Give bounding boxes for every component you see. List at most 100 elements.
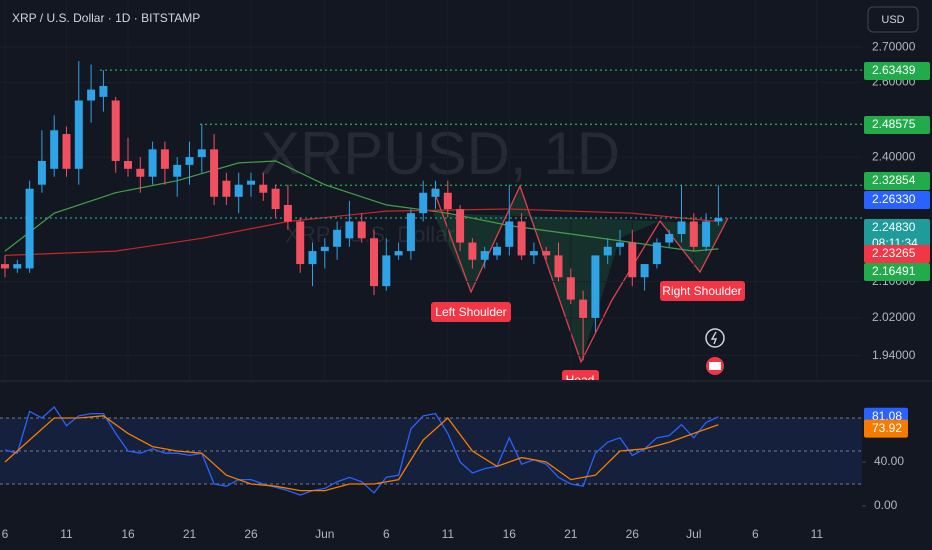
rsi-band bbox=[0, 417, 862, 485]
candle-body bbox=[529, 251, 538, 256]
price-label: 2.26330 bbox=[872, 192, 916, 206]
y-tick-label: 2.02000 bbox=[872, 310, 916, 324]
x-tick-label: 16 bbox=[503, 527, 517, 541]
rsi-line bbox=[4, 415, 719, 492]
rsi-pane bbox=[0, 406, 862, 496]
candle-body bbox=[554, 255, 563, 278]
candle-body bbox=[382, 255, 391, 287]
candle-body bbox=[124, 160, 132, 169]
x-tick-label: 6 bbox=[752, 527, 759, 541]
candle-body bbox=[480, 251, 489, 260]
price-label-box bbox=[864, 219, 930, 253]
candle-body bbox=[99, 85, 108, 97]
annotation: Left Shoulder bbox=[435, 305, 506, 319]
candle-body bbox=[579, 299, 588, 318]
candle-body bbox=[50, 130, 59, 169]
value-label: 73.92 bbox=[872, 421, 902, 435]
price-label: 2.23265 bbox=[872, 246, 916, 260]
candle-body bbox=[333, 229, 342, 247]
x-tick-label: 11 bbox=[442, 527, 455, 541]
candle-body bbox=[689, 221, 698, 247]
event-icon-bolt bbox=[710, 331, 718, 345]
candle-body bbox=[394, 251, 403, 256]
candle-body bbox=[234, 184, 243, 197]
price-label-box bbox=[864, 116, 930, 134]
candle-body bbox=[210, 149, 219, 197]
candle-body bbox=[652, 242, 661, 265]
candle-body bbox=[197, 149, 206, 158]
candle-body bbox=[308, 251, 317, 265]
candle-body bbox=[357, 221, 366, 239]
candle-body bbox=[320, 246, 329, 252]
candle-body bbox=[505, 221, 514, 247]
candle-body bbox=[1, 264, 9, 269]
x-tick-label: 11 bbox=[60, 527, 73, 541]
currency-button[interactable] bbox=[867, 6, 919, 33]
candle-body bbox=[62, 134, 71, 169]
candle-body bbox=[714, 218, 723, 222]
x-tick-label: 6 bbox=[383, 527, 390, 541]
annotation-box bbox=[562, 370, 599, 380]
event-icon[interactable] bbox=[705, 328, 725, 348]
candle-body bbox=[702, 221, 711, 247]
candle-body bbox=[406, 213, 415, 252]
price-label: 2.48575 bbox=[872, 117, 916, 131]
x-tick-label: 21 bbox=[183, 527, 197, 541]
moving-average bbox=[4, 160, 719, 252]
pattern-fill bbox=[433, 186, 728, 362]
rsi-line bbox=[4, 406, 719, 496]
candle-body bbox=[148, 149, 157, 177]
candle-body bbox=[25, 188, 34, 269]
candle-body bbox=[431, 188, 440, 197]
y-tick-label: 40.00 bbox=[874, 454, 904, 468]
candle-body bbox=[566, 277, 575, 300]
x-tick-label: 6 bbox=[2, 527, 9, 541]
annotation-box bbox=[431, 302, 511, 322]
candle-body bbox=[468, 242, 477, 260]
candle-body bbox=[370, 238, 378, 287]
candle-body bbox=[345, 221, 354, 239]
x-tick-label: Jul bbox=[686, 527, 701, 541]
candle-body bbox=[87, 89, 96, 101]
candle-body bbox=[456, 209, 465, 243]
y-tick-label: 0.00 bbox=[874, 498, 898, 512]
price-label: 2.16491 bbox=[872, 264, 916, 278]
x-tick-label: 11 bbox=[811, 527, 824, 541]
candle-body bbox=[517, 221, 526, 256]
candle-body bbox=[542, 251, 551, 256]
chart-title: XRP / U.S. Dollar · 1D · BITSTAMP bbox=[12, 11, 200, 25]
candle-body bbox=[665, 234, 674, 243]
moving-average bbox=[4, 208, 719, 256]
watermark-symbol: XRPUSD, 1D bbox=[260, 120, 620, 187]
price-label-box bbox=[864, 191, 930, 209]
candle-body bbox=[616, 242, 624, 247]
axes: 2.700002.600002.400002.100002.020001.940… bbox=[2, 39, 930, 541]
x-tick-label: 26 bbox=[244, 527, 258, 541]
annotation: Head bbox=[566, 373, 595, 387]
candle-body bbox=[283, 204, 292, 222]
price-label-box bbox=[864, 172, 930, 190]
price-label-box bbox=[864, 62, 930, 80]
candle-body bbox=[591, 255, 600, 318]
candle-body bbox=[136, 168, 145, 177]
candle-body bbox=[13, 264, 22, 269]
candle-body bbox=[111, 100, 120, 161]
candle-body bbox=[603, 246, 612, 256]
annotation: Right Shoulder bbox=[662, 284, 741, 298]
price-label-box bbox=[864, 263, 930, 281]
value-box bbox=[864, 419, 908, 438]
candle-body bbox=[185, 157, 194, 165]
candle-body bbox=[222, 180, 231, 197]
candle-body bbox=[443, 192, 452, 210]
candle-body bbox=[640, 264, 649, 278]
candle-body bbox=[259, 184, 268, 193]
candle-body bbox=[247, 180, 255, 185]
price-label: 2.24830 bbox=[872, 220, 916, 234]
candle-body bbox=[419, 192, 428, 214]
value-label: 81.08 bbox=[872, 409, 902, 423]
candle-body bbox=[173, 164, 182, 177]
watermark: XRPUSD, 1D XRP / U.S. Dollar bbox=[260, 120, 620, 247]
